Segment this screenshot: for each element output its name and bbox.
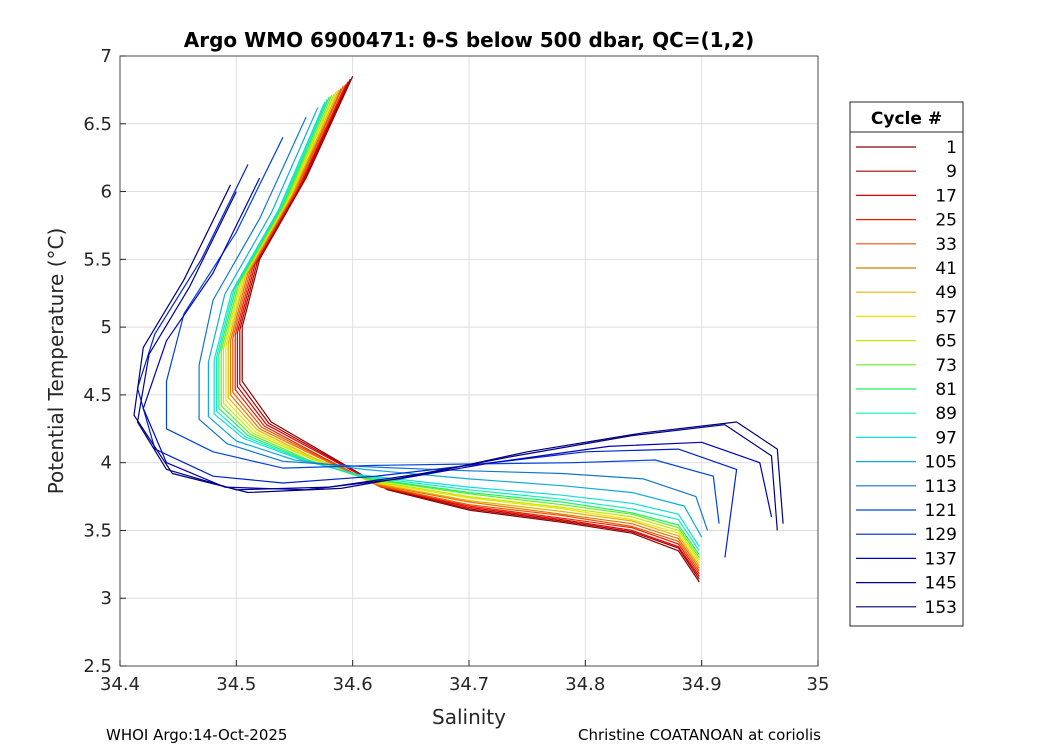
legend-label: 65 (935, 332, 957, 352)
footer-credit-right: Christine COATANOAN at coriolis (578, 726, 821, 744)
legend-label: 81 (935, 380, 957, 400)
y-tick-label: 4 (101, 453, 112, 474)
series-line-cycle-9 (239, 78, 700, 580)
series-line-cycle-153 (133, 184, 784, 524)
legend-label: 113 (925, 477, 957, 497)
series-line-cycle-25 (234, 84, 700, 575)
x-tick-label: 34.4 (100, 674, 140, 695)
series-line-cycle-49 (227, 89, 700, 567)
series-line-cycle-81 (218, 96, 700, 556)
series-layer (133, 76, 784, 583)
y-axis-label: Potential Temperature (°C) (44, 228, 68, 495)
footer-credit-left: WHOI Argo:14-Oct-2025 (106, 726, 288, 744)
legend: Cycle #1 9 17 25 33 41 49 57 65 73 81 89 97 105 113 121… (849, 101, 964, 627)
legend-label: 49 (935, 283, 957, 303)
y-tick-label: 7 (101, 46, 112, 67)
grid-lines (119, 55, 819, 667)
series-line-cycle-17 (236, 81, 700, 577)
legend-label: 25 (935, 211, 957, 231)
y-tick-label: 2.5 (83, 656, 112, 677)
legend-label: 153 (925, 598, 957, 618)
x-tick-label: 34.5 (216, 674, 256, 695)
legend-label: 17 (935, 186, 957, 206)
y-tick-label: 5.5 (83, 249, 112, 270)
x-tick-label: 34.9 (682, 674, 722, 695)
legend-title: Cycle # (871, 109, 942, 129)
series-line-cycle-113 (198, 116, 709, 531)
legend-label: 33 (935, 235, 957, 255)
y-tick-label: 3 (101, 588, 112, 609)
y-tick-label: 3.5 (83, 520, 112, 541)
legend-label: 73 (935, 356, 957, 376)
series-line-cycle-65 (222, 93, 700, 561)
series-line-cycle-105 (207, 107, 703, 538)
legend-label: 41 (935, 259, 957, 279)
y-tick-label: 4.5 (83, 385, 112, 406)
axis-ticks: 34.4 34.5 34.6 34.7 34.8 34.9 35 2.5 3 3.5 4 4.5 5 5.… (83, 46, 829, 695)
legend-label: 57 (935, 307, 957, 327)
legend-label: 145 (925, 574, 957, 594)
legend-label: 9 (946, 162, 957, 182)
x-tick-label: 35 (807, 674, 830, 695)
series-line-cycle-97 (213, 101, 700, 548)
legend-label: 105 (925, 453, 957, 473)
series-line-cycle-121 (165, 137, 720, 524)
y-tick-label: 5 (101, 317, 112, 338)
series-line-cycle-57 (225, 90, 700, 564)
x-tick-label: 34.7 (449, 674, 489, 695)
series-line-cycle-41 (229, 88, 700, 569)
x-axis-label: Salinity (432, 705, 506, 729)
legend-label: 97 (935, 428, 957, 448)
legend-label: 89 (935, 404, 957, 424)
series-line-cycle-145 (136, 191, 778, 531)
series-line-cycle-1 (241, 76, 700, 583)
series-line-cycle-129 (136, 164, 738, 558)
legend-label: 121 (925, 501, 957, 521)
y-tick-label: 6.5 (83, 114, 112, 135)
y-tick-label: 6 (101, 182, 112, 203)
series-line-cycle-73 (220, 95, 700, 558)
chart-title: Argo WMO 6900471: θ-S below 500 dbar, QC… (184, 28, 754, 52)
legend-label: 137 (925, 549, 957, 569)
x-tick-label: 34.8 (565, 674, 605, 695)
legend-label: 1 (946, 138, 957, 158)
legend-label: 129 (925, 525, 957, 545)
legend-box (849, 101, 964, 627)
x-tick-label: 34.6 (333, 674, 373, 695)
series-line-cycle-33 (232, 85, 700, 572)
